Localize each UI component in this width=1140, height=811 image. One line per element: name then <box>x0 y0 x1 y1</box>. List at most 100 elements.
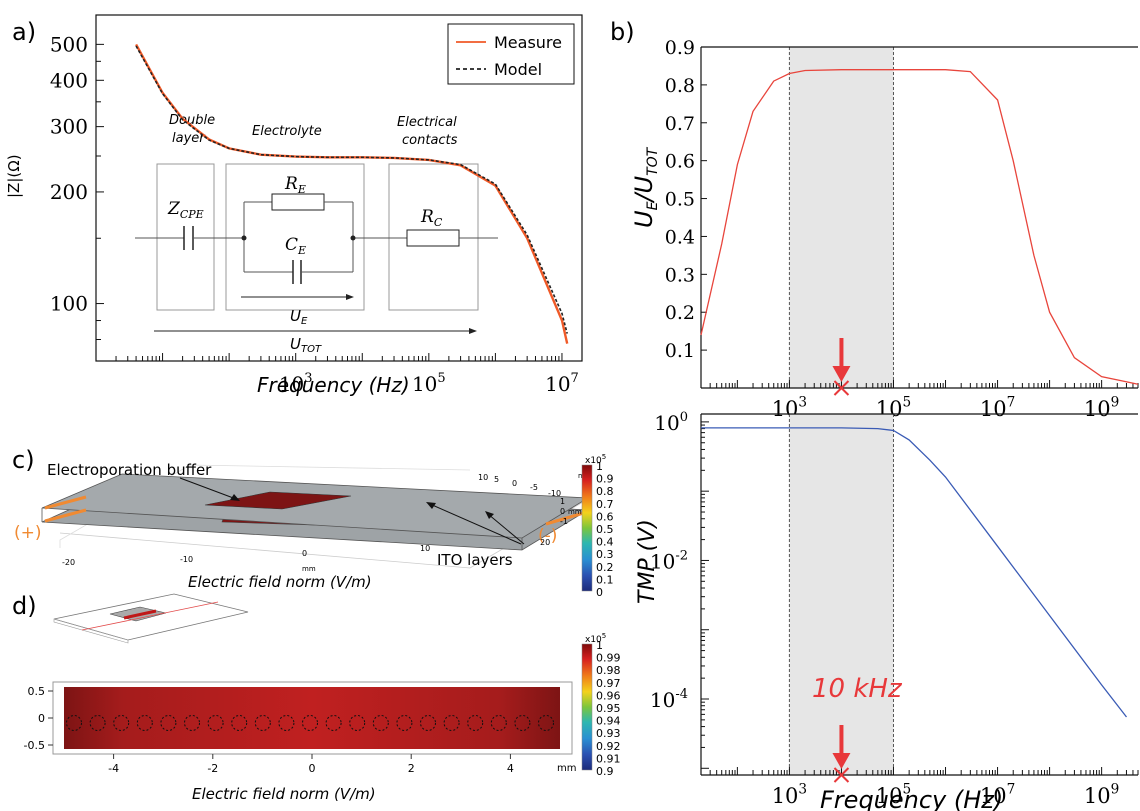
b-bottom-marker <box>832 725 851 783</box>
x-tick-label: 107 <box>980 782 1015 808</box>
colorbar-tick: 0.92 <box>596 740 621 753</box>
y-tick-label: 100 <box>50 292 88 316</box>
cell-outline <box>207 715 224 731</box>
d-x-tick-label: -2 <box>207 762 218 775</box>
buffer-top <box>204 491 352 510</box>
panel-d-unit: mm <box>557 763 576 774</box>
legend-model: Model <box>494 60 542 79</box>
cell-outline <box>231 715 248 731</box>
panel-a-xlabel: Frequency (Hz) <box>257 373 410 397</box>
panel-a-ylabel: |Z|(Ω) <box>5 154 23 198</box>
colorbar-tick: 0.91 <box>596 752 621 765</box>
b-bottom-shaded-band <box>789 414 894 775</box>
colorbar-tick: 0.8 <box>596 485 614 498</box>
electrode-left <box>44 495 87 510</box>
y-tick-label: 0.4 <box>665 226 695 248</box>
panel-c-3d-view: Electroporation buffer ITO layers (+) (-… <box>14 461 592 591</box>
colorbar-tick: 0.97 <box>596 677 621 690</box>
series-line <box>700 69 1139 385</box>
y-tick-label: 0.1 <box>665 340 695 362</box>
colorbar-tick: 1 <box>596 639 603 652</box>
colorbar-tick: 0.9 <box>596 765 614 778</box>
panel-d-ticks: -4 -2 0 2 4 0.5 0 -0.5 <box>24 685 514 775</box>
circuit-zcpe: ZCPE <box>167 199 204 221</box>
colorbar-d: x105 10.990.980.970.960.950.940.930.920.… <box>581 632 621 778</box>
label-plus: (+) <box>14 523 42 543</box>
d-x-tick-label: 2 <box>408 762 415 775</box>
label-minus: (-) <box>538 526 557 546</box>
cell-outline <box>184 715 200 731</box>
label-electrical: Electrical <box>397 115 457 130</box>
panel-a-series <box>135 43 569 344</box>
label-ito-layers: ITO layers <box>437 551 513 569</box>
colorbar-d-exp: x105 <box>585 632 606 645</box>
series-model-line <box>135 45 568 334</box>
equivalent-circuit <box>135 163 498 334</box>
colorbar-c: x105 10.90.80.70.60.50.40.30.20.10 <box>581 453 614 599</box>
c-x-tick: 0 <box>302 549 307 558</box>
label-layer: layer <box>172 131 206 146</box>
panel-d-cells <box>66 715 554 731</box>
label-contacts: contacts <box>402 133 458 148</box>
y-tick-label: 100 <box>654 410 688 435</box>
x-tick-label: 105 <box>876 782 911 808</box>
cell-outline <box>467 715 484 731</box>
cell-outline <box>302 715 318 731</box>
panel-b-bottom-plot: 103 105 107 109 100 10-2 10-4 10 kHz TMP (V) F… <box>635 410 1139 811</box>
x-tick-label: 107 <box>545 371 579 396</box>
electrode-right <box>545 510 588 526</box>
x-tick-label: 107 <box>980 395 1015 421</box>
c-depth-tick: 0 <box>512 479 517 488</box>
b-bottom-ylabel: TMP (V) <box>635 519 660 604</box>
b-top-ylabel: UE/UTOT <box>630 146 661 228</box>
colorbar-tick: 0.5 <box>596 523 614 536</box>
marker-arrow-head <box>832 366 851 382</box>
colorbar-tick: 0.3 <box>596 548 614 561</box>
colorbar-tick: 1 <box>596 460 603 473</box>
c-x-tick: 10 <box>420 544 430 553</box>
y-tick-label: 400 <box>50 68 88 92</box>
panel-d-field <box>64 687 560 749</box>
cell-outline <box>372 715 389 731</box>
b-top-marker <box>832 338 851 396</box>
circuit-utot: UTOT <box>290 335 322 355</box>
b-top-series <box>700 69 1139 385</box>
c-depth-tick: 5 <box>494 475 499 484</box>
y-tick-label: 0.5 <box>665 189 695 211</box>
label-electrolyte: Electrolyte <box>252 124 322 139</box>
c-z-tick: 1 <box>560 497 565 506</box>
colorbar-tick: 0 <box>596 586 603 599</box>
cell-outline <box>514 715 531 731</box>
x-tick-label: 109 <box>1084 782 1119 808</box>
colorbar-tick: 0.1 <box>596 573 614 586</box>
series-measure-line <box>135 43 569 344</box>
cell-outline <box>349 715 366 731</box>
panel-d-xlabel: Electric field norm (V/m) <box>192 785 376 803</box>
b-bottom-series <box>701 427 1128 718</box>
cell-outline <box>66 715 82 731</box>
y-tick-label: 200 <box>50 180 88 204</box>
panel-a-label: a) <box>12 18 36 46</box>
cell-outline <box>278 715 295 731</box>
y-tick-label: 0.9 <box>665 37 695 59</box>
colorbar-c-exp: x105 <box>585 453 606 466</box>
colorbar-tick: 0.98 <box>596 664 621 677</box>
colorbar-tick: 0.6 <box>596 510 614 523</box>
panel-b-top-plot: 103 105 107 1090.10.20.30.40.50.60.70.80.9 … <box>630 37 1139 421</box>
cell-outline <box>420 715 436 731</box>
panel-c-label: c) <box>12 446 35 474</box>
y-tick-label: 300 <box>50 115 88 139</box>
panel-d-plot: -4 -2 0 2 4 0.5 0 -0.5 mm Electric field norm (… <box>24 681 576 803</box>
panel-d-label: d) <box>12 592 37 620</box>
cell-outline <box>443 715 460 731</box>
colorbar-tick: 0.95 <box>596 702 621 715</box>
cell-outline <box>136 715 153 731</box>
cell-outline <box>89 715 106 731</box>
y-tick-label: 0.6 <box>665 151 695 173</box>
panel-a-legend: Measure Model <box>447 23 575 85</box>
colorbar-tick: 0.94 <box>596 715 621 728</box>
marker-cross <box>833 380 850 396</box>
x-tick-label: 109 <box>1084 395 1119 421</box>
